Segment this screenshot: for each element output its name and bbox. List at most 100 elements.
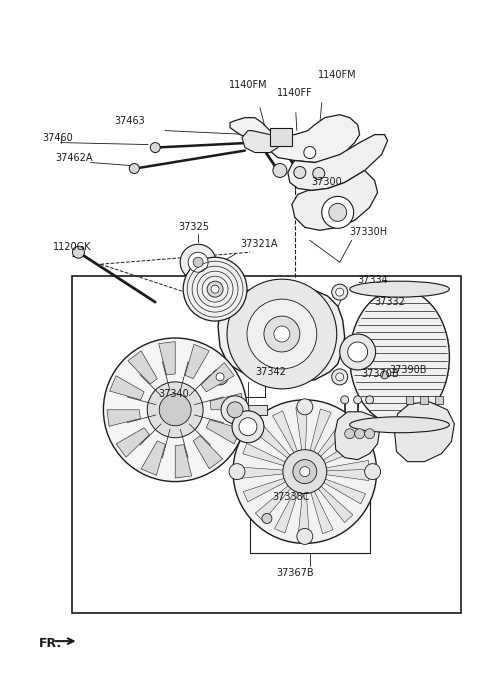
- Polygon shape: [193, 436, 223, 469]
- Circle shape: [336, 288, 344, 296]
- Circle shape: [340, 334, 376, 370]
- Circle shape: [345, 429, 355, 439]
- Polygon shape: [324, 460, 370, 472]
- Circle shape: [381, 371, 389, 379]
- Polygon shape: [275, 489, 299, 533]
- Polygon shape: [292, 170, 378, 231]
- Text: FR.: FR.: [38, 636, 62, 650]
- Circle shape: [159, 394, 191, 426]
- Circle shape: [262, 514, 272, 524]
- Polygon shape: [141, 441, 165, 475]
- Circle shape: [147, 382, 203, 438]
- Circle shape: [212, 284, 228, 300]
- Circle shape: [229, 464, 245, 479]
- Polygon shape: [128, 351, 157, 384]
- Polygon shape: [255, 484, 292, 521]
- Polygon shape: [109, 376, 144, 400]
- Text: 37342: 37342: [255, 367, 286, 377]
- Polygon shape: [175, 445, 192, 478]
- Circle shape: [274, 326, 290, 342]
- Circle shape: [247, 299, 317, 369]
- Circle shape: [221, 396, 249, 424]
- Text: 37463: 37463: [115, 116, 145, 125]
- Circle shape: [304, 147, 316, 158]
- Text: 1140FM: 1140FM: [228, 80, 267, 90]
- Text: 37370B: 37370B: [361, 369, 399, 379]
- Circle shape: [297, 399, 313, 415]
- Polygon shape: [317, 485, 353, 522]
- Circle shape: [336, 373, 344, 381]
- Circle shape: [273, 164, 287, 177]
- Polygon shape: [254, 424, 291, 460]
- Bar: [239, 405, 267, 415]
- Text: 37390B: 37390B: [390, 365, 427, 375]
- Circle shape: [211, 285, 219, 293]
- Text: 37340: 37340: [158, 389, 189, 399]
- Circle shape: [365, 464, 381, 479]
- Text: 37325: 37325: [178, 222, 209, 233]
- Polygon shape: [201, 362, 234, 392]
- Circle shape: [264, 316, 300, 352]
- Circle shape: [366, 396, 373, 404]
- Text: 37338C: 37338C: [272, 492, 310, 501]
- Text: 37300: 37300: [312, 177, 343, 188]
- Text: 37332: 37332: [374, 297, 406, 307]
- Polygon shape: [107, 410, 140, 426]
- Polygon shape: [322, 479, 366, 504]
- Polygon shape: [185, 344, 209, 379]
- Text: 37334: 37334: [358, 275, 388, 285]
- Circle shape: [232, 411, 264, 443]
- Polygon shape: [116, 428, 149, 457]
- Polygon shape: [159, 342, 175, 375]
- Polygon shape: [316, 419, 351, 458]
- Circle shape: [150, 143, 160, 153]
- Circle shape: [313, 168, 325, 179]
- Circle shape: [129, 164, 139, 173]
- Circle shape: [300, 466, 310, 477]
- Polygon shape: [310, 490, 333, 534]
- Circle shape: [283, 449, 327, 494]
- Circle shape: [216, 288, 224, 296]
- Circle shape: [227, 402, 243, 418]
- Polygon shape: [210, 394, 243, 410]
- Polygon shape: [273, 411, 298, 454]
- Polygon shape: [243, 478, 287, 502]
- Circle shape: [188, 252, 208, 272]
- Polygon shape: [230, 115, 360, 162]
- Circle shape: [322, 196, 354, 228]
- Ellipse shape: [350, 289, 449, 425]
- Circle shape: [193, 257, 203, 267]
- Bar: [420, 396, 429, 404]
- Circle shape: [354, 396, 361, 404]
- Text: 37460: 37460: [43, 132, 73, 143]
- Circle shape: [332, 369, 348, 385]
- Text: 37367B: 37367B: [276, 568, 313, 578]
- Text: 37462A: 37462A: [56, 153, 93, 162]
- Circle shape: [329, 203, 347, 222]
- Circle shape: [103, 338, 247, 481]
- Text: 37330H: 37330H: [350, 227, 388, 237]
- Circle shape: [216, 373, 224, 381]
- Circle shape: [212, 369, 228, 385]
- Polygon shape: [298, 492, 309, 536]
- Polygon shape: [310, 409, 331, 454]
- Circle shape: [332, 284, 348, 300]
- Ellipse shape: [350, 281, 449, 297]
- Text: 37321A: 37321A: [240, 239, 277, 250]
- Circle shape: [72, 246, 84, 258]
- Polygon shape: [324, 469, 370, 481]
- Circle shape: [341, 396, 348, 404]
- Text: 1140FM: 1140FM: [318, 70, 357, 80]
- Circle shape: [348, 342, 368, 362]
- Circle shape: [180, 244, 216, 280]
- Bar: [435, 396, 444, 404]
- Ellipse shape: [350, 417, 449, 433]
- Circle shape: [183, 257, 247, 321]
- Circle shape: [297, 529, 313, 544]
- Polygon shape: [322, 437, 365, 464]
- Circle shape: [207, 281, 223, 297]
- Circle shape: [293, 460, 317, 484]
- Circle shape: [294, 166, 306, 179]
- Circle shape: [239, 418, 257, 436]
- Polygon shape: [288, 134, 387, 190]
